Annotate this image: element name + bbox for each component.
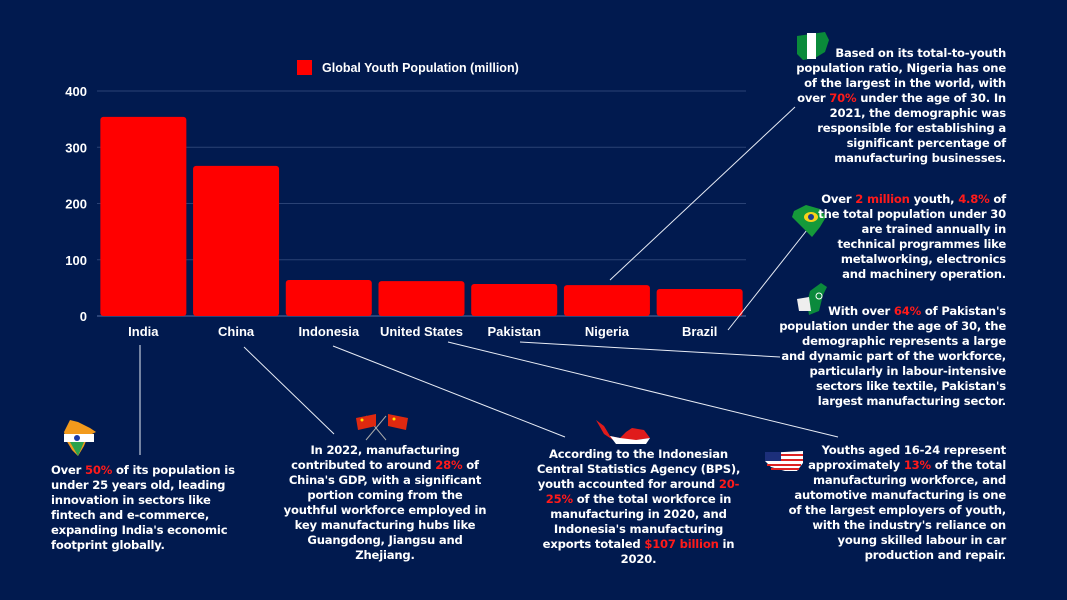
annotation-brazil: Over 2 million youth, 4.8% of the total … <box>816 192 1006 282</box>
annotation-india: Over 50% of its population is under 25 y… <box>51 463 241 553</box>
annotation-text: of its population is under 25 years old,… <box>51 463 235 552</box>
annotation-text: Based on its total-to-youth population r… <box>796 46 1006 105</box>
indonesia-map-icon <box>596 420 650 444</box>
x-tick-label: Brazil <box>682 324 717 339</box>
x-tick-label: Indonesia <box>298 324 359 339</box>
highlight-stat: $107 billion <box>644 537 719 551</box>
annotation-text: of the total population under 30 are tra… <box>818 192 1006 281</box>
x-tick-label: Pakistan <box>487 324 541 339</box>
highlight-stat: 70% <box>829 91 857 105</box>
y-tick-label: 300 <box>65 140 87 155</box>
arrow-brazil <box>727 229 808 331</box>
india-map-icon <box>64 420 96 456</box>
highlight-stat: 28% <box>435 458 463 472</box>
annotation-text: youth, <box>909 192 959 206</box>
annotation-text: of the total manufacturing workforce, an… <box>788 458 1007 562</box>
x-tick-label: United States <box>380 324 463 339</box>
annotation-text: With over <box>828 304 894 318</box>
x-tick-label: China <box>218 324 255 339</box>
arrow-china <box>243 346 335 435</box>
x-tick-label: India <box>128 324 159 339</box>
bar-indonesia <box>285 280 372 316</box>
y-tick-label: 400 <box>65 84 87 99</box>
usa-map-icon <box>765 451 803 471</box>
annotation-indonesia: According to the Indonesian Central Stat… <box>536 447 741 567</box>
brazil-map-icon <box>792 205 826 237</box>
legend-swatch <box>297 60 312 75</box>
annotation-nigeria: Based on its total-to-youth population r… <box>786 46 1006 166</box>
connector-arrows <box>139 106 839 455</box>
annotation-china: In 2022, manufacturing contributed to ar… <box>280 443 490 563</box>
pakistan-map-icon <box>797 283 827 315</box>
nigeria-map-icon <box>797 32 829 60</box>
bar-nigeria <box>563 285 650 316</box>
arrow-united-states <box>447 341 839 438</box>
arrow-indonesia <box>332 345 566 438</box>
annotation-text: in 2020. <box>620 537 735 566</box>
highlight-stat: 64% <box>893 304 922 318</box>
y-tick-label: 0 <box>80 309 87 324</box>
highlight-stat: 50% <box>85 463 113 477</box>
arrow-pakistan <box>519 341 781 358</box>
y-tick-label: 100 <box>65 253 87 268</box>
annotation-text: of China's GDP, with a significant porti… <box>283 458 487 562</box>
bar-india <box>100 116 187 316</box>
highlight-stat: 4.8% <box>958 192 990 206</box>
x-tick-label: Nigeria <box>585 324 630 339</box>
annotation-text: of the total workforce in manufacturing … <box>542 492 732 551</box>
annotation-text: of Pakistan's population under the age o… <box>779 304 1006 408</box>
legend-label: Global Youth Population (million) <box>322 61 519 75</box>
annotation-text: In 2022, manufacturing contributed to ar… <box>291 443 460 472</box>
bar-pakistan <box>471 283 558 316</box>
china-flags-icon <box>356 414 408 441</box>
bar-china <box>193 165 280 316</box>
annotation-pakistan: With over 64% of Pakistan's population u… <box>776 304 1006 409</box>
highlight-stat: 20-25% <box>545 477 740 506</box>
annotation-text: According to the Indonesian Central Stat… <box>536 447 741 491</box>
annotation-text: Over <box>51 463 86 477</box>
y-tick-label: 200 <box>65 197 87 212</box>
annotation-text: Youths aged 16-24 represent approximatel… <box>808 443 1006 472</box>
annotation-united-states: Youths aged 16-24 represent approximatel… <box>786 443 1007 563</box>
bar-united-states <box>378 281 465 316</box>
highlight-stat: 13% <box>903 458 931 472</box>
annotation-text: under the age of 30. In 2021, the demogr… <box>817 91 1006 165</box>
bar-brazil <box>656 289 743 316</box>
arrow-nigeria <box>609 106 796 281</box>
annotation-text: Over <box>821 192 856 206</box>
legend: Global Youth Population (million) <box>297 60 519 75</box>
highlight-stat: 2 million <box>855 192 910 206</box>
